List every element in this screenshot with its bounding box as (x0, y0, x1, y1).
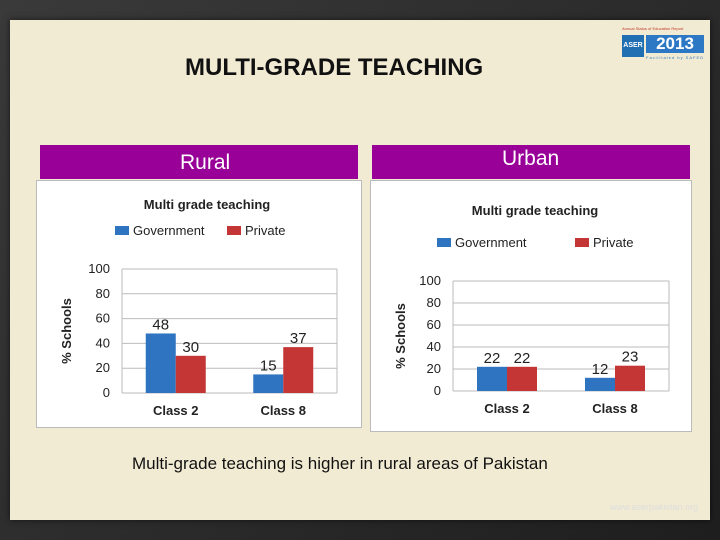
y-tick-label: 40 (96, 335, 110, 350)
data-label: 15 (260, 357, 277, 374)
legend-swatch-1 (227, 226, 241, 235)
data-label: 30 (182, 339, 199, 356)
urban-chart: Multi grade teaching Government Private 0 20… (393, 203, 670, 416)
legend-label-0: Government (133, 223, 205, 238)
bar-class-2-0 (145, 333, 176, 393)
bar-class-8-0 (253, 374, 284, 393)
x-tick-label: Class 8 (592, 401, 638, 416)
y-tick-label: 60 (96, 311, 110, 326)
y-tick-label: 20 (96, 360, 110, 375)
rural-header: Rural (40, 145, 358, 179)
y-axis-label: % Schools (393, 303, 408, 369)
y-tick-label: 0 (103, 385, 110, 400)
x-tick-label: Class 2 (484, 401, 530, 416)
y-tick-label: 60 (427, 317, 441, 332)
bar-class-2-1 (175, 355, 206, 393)
data-label: 22 (514, 350, 531, 367)
legend-swatch-1 (575, 238, 589, 247)
data-label: 48 (152, 316, 169, 333)
bar-class-8-1 (615, 365, 645, 391)
data-label: 12 (592, 361, 609, 378)
y-tick-label: 0 (434, 383, 441, 398)
data-label: 23 (622, 349, 639, 366)
caption: Multi-grade teaching is higher in rural … (132, 454, 548, 473)
chart-title: Multi grade teaching (144, 197, 270, 212)
y-tick-label: 100 (419, 273, 441, 288)
y-tick-label: 80 (427, 295, 441, 310)
y-axis-label: % Schools (59, 298, 74, 364)
bar-class-8-0 (585, 377, 615, 391)
footer-url: www.aserpakistan.org (610, 502, 699, 512)
legend-swatch-0 (115, 226, 129, 235)
x-tick-label: Class 8 (260, 403, 306, 418)
data-label: 22 (484, 350, 501, 367)
y-tick-label: 20 (427, 361, 441, 376)
logo-sub-text: Facilitated by SAFED (646, 55, 704, 60)
y-tick-label: 80 (96, 286, 110, 301)
x-tick-label: Class 2 (153, 403, 199, 418)
slide-title: MULTI-GRADE TEACHING (185, 54, 484, 81)
legend-swatch-0 (437, 238, 451, 247)
data-label: 37 (290, 330, 307, 347)
logo-top-text: Annual Status of Education Report (622, 26, 684, 31)
legend-label-1: Private (593, 235, 633, 250)
logo-year: 2013 (646, 35, 704, 53)
rural-chart: Multi grade teaching Government Private 0 20… (59, 197, 338, 418)
urban-chart-panel: Multi grade teaching Government Private 0 20… (370, 180, 692, 432)
aser-logo: Annual Status of Education Report ASER 2… (622, 26, 704, 64)
legend-label-0: Government (455, 235, 527, 250)
legend-label-1: Private (245, 223, 285, 238)
bar-class-8-1 (283, 347, 314, 393)
y-tick-label: 100 (88, 261, 110, 276)
rural-chart-panel: Multi grade teaching Government Private 0 20… (36, 180, 362, 428)
bar-class-2-0 (477, 366, 507, 391)
chart-title: Multi grade teaching (472, 203, 598, 218)
urban-header: Urban (372, 145, 690, 179)
logo-aser-mark: ASER (622, 35, 644, 57)
slide: MULTI-GRADE TEACHING Annual Status of Ed… (10, 20, 710, 520)
bar-class-2-1 (507, 366, 537, 391)
y-tick-label: 40 (427, 339, 441, 354)
